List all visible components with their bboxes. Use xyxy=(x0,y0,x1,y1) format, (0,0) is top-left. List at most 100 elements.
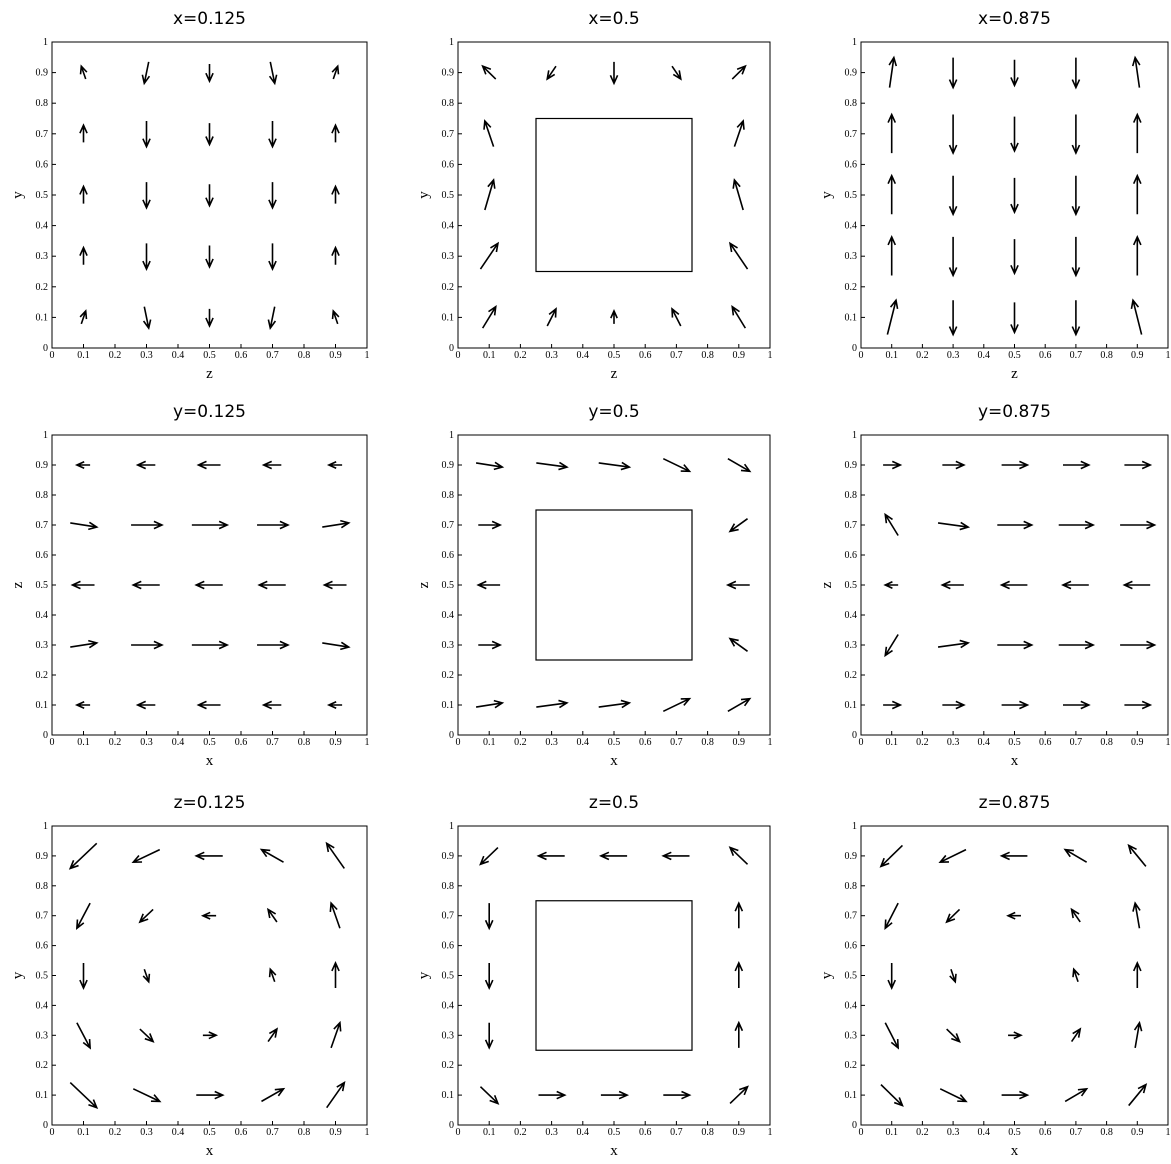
panel-title: y=0.125 xyxy=(173,402,246,422)
x-tick-label: 0.3 xyxy=(140,350,153,361)
y-tick-label: 0.7 xyxy=(442,129,455,140)
y-tick-label: 0.5 xyxy=(845,190,858,201)
y-tick-label: 0.1 xyxy=(442,312,455,323)
x-tick-label: 0.2 xyxy=(109,1127,122,1138)
x-tick-label: 0.6 xyxy=(1039,737,1052,748)
x-tick-label: 1 xyxy=(1166,737,1171,748)
y-tick-label: 0.7 xyxy=(845,520,858,531)
x-tick-label: 0.9 xyxy=(329,1127,342,1138)
x-tick-label: 1 xyxy=(768,737,773,748)
y-tick-label: 0.3 xyxy=(845,251,858,262)
y-tick-label: 0.9 xyxy=(845,851,858,862)
y-tick-label: 0.9 xyxy=(442,851,455,862)
y-tick-label: 0 xyxy=(43,343,48,354)
x-tick-label: 0.8 xyxy=(1100,737,1113,748)
panel-title: z=0.125 xyxy=(174,793,246,813)
y-tick-label: 0.5 xyxy=(845,580,858,591)
x-tick-label: 1 xyxy=(768,350,773,361)
x-tick-label: 0.3 xyxy=(947,1127,960,1138)
y-tick-label: 0.1 xyxy=(36,1090,49,1101)
y-tick-label: 1 xyxy=(852,430,857,441)
y-tick-label: 0.1 xyxy=(845,700,858,711)
x-tick-label: 0.3 xyxy=(947,350,960,361)
y-tick-label: 0.6 xyxy=(845,941,858,952)
plot-frame xyxy=(52,826,367,1125)
x-tick-label: 0.6 xyxy=(235,1127,248,1138)
y-tick-label: 0.6 xyxy=(36,941,49,952)
x-tick-label: 0 xyxy=(859,737,864,748)
x-tick-label: 0.2 xyxy=(514,350,527,361)
y-tick-label: 0.3 xyxy=(36,251,49,262)
y-tick-label: 0.5 xyxy=(442,190,455,201)
x-tick-label: 0.1 xyxy=(77,737,90,748)
y-tick-label: 0.4 xyxy=(36,610,49,621)
y-tick-label: 1 xyxy=(43,430,48,441)
y-tick-label: 0.7 xyxy=(36,520,49,531)
y-tick-label: 0.3 xyxy=(36,1030,49,1041)
y-tick-label: 0.8 xyxy=(36,98,49,109)
x-tick-label: 0.2 xyxy=(514,1127,527,1138)
y-tick-label: 0.3 xyxy=(845,640,858,651)
y-tick-label: 0.5 xyxy=(36,580,49,591)
y-tick-label: 0.9 xyxy=(36,460,49,471)
y-tick-label: 0.8 xyxy=(845,881,858,892)
x-tick-label: 1 xyxy=(365,737,370,748)
y-tick-label: 0.7 xyxy=(845,911,858,922)
x-tick-label: 0.1 xyxy=(483,737,496,748)
y-tick-label: 0 xyxy=(449,730,454,741)
x-tick-label: 0.9 xyxy=(733,737,746,748)
y-tick-label: 0.2 xyxy=(845,670,858,681)
x-tick-label: 0.2 xyxy=(916,1127,929,1138)
x-tick-label: 0.5 xyxy=(608,350,621,361)
x-tick-label: 0.5 xyxy=(608,1127,621,1138)
y-tick-label: 0.1 xyxy=(442,700,455,711)
y-tick-label: 0.4 xyxy=(845,221,858,232)
x-tick-label: 0 xyxy=(50,737,55,748)
y-tick-label: 0.3 xyxy=(845,1030,858,1041)
y-tick-label: 0.7 xyxy=(442,911,455,922)
x-tick-label: 0.8 xyxy=(298,350,311,361)
y-tick-label: 0.3 xyxy=(442,1030,455,1041)
y-tick-label: 1 xyxy=(43,821,48,832)
y-tick-label: 0.7 xyxy=(442,520,455,531)
x-tick-label: 0.4 xyxy=(978,350,991,361)
x-axis-label: x xyxy=(206,1143,214,1159)
x-tick-label: 0.3 xyxy=(545,737,558,748)
x-tick-label: 0.6 xyxy=(235,737,248,748)
x-tick-label: 0.1 xyxy=(77,1127,90,1138)
x-tick-label: 0.3 xyxy=(545,1127,558,1138)
y-axis-label: y xyxy=(416,191,432,199)
y-tick-label: 0.6 xyxy=(36,159,49,170)
y-tick-label: 0 xyxy=(852,730,857,741)
x-tick-label: 0.7 xyxy=(670,737,683,748)
y-tick-label: 0.5 xyxy=(442,580,455,591)
y-tick-label: 0.7 xyxy=(845,129,858,140)
x-tick-label: 0.9 xyxy=(733,1127,746,1138)
x-tick-label: 0.7 xyxy=(1070,1127,1083,1138)
y-axis-label: z xyxy=(819,581,835,588)
x-tick-label: 0.9 xyxy=(733,350,746,361)
x-tick-label: 0 xyxy=(859,350,864,361)
x-tick-label: 0.7 xyxy=(670,350,683,361)
x-tick-label: 0.6 xyxy=(1039,350,1052,361)
y-axis-label: z xyxy=(10,581,26,588)
y-tick-label: 0.7 xyxy=(36,911,49,922)
y-tick-label: 0.2 xyxy=(442,670,455,681)
x-tick-label: 0.4 xyxy=(172,1127,185,1138)
plot-frame xyxy=(861,826,1168,1125)
x-tick-label: 0.4 xyxy=(577,1127,590,1138)
x-tick-label: 0.9 xyxy=(329,350,342,361)
y-tick-label: 0.1 xyxy=(845,312,858,323)
x-tick-label: 0.7 xyxy=(266,1127,279,1138)
x-tick-label: 0.5 xyxy=(203,1127,216,1138)
y-tick-label: 1 xyxy=(852,37,857,48)
panel-title: z=0.5 xyxy=(589,793,639,813)
x-tick-label: 0.5 xyxy=(1008,737,1021,748)
y-tick-label: 0.6 xyxy=(442,159,455,170)
x-tick-label: 0.5 xyxy=(608,737,621,748)
figure: 0 0.1 0.2 0.3 0.4 0.5 0.6 0.7 0.8 0.9 1 0 0.1 0.2 0.3 0… xyxy=(0,0,1171,1164)
x-tick-label: 0.8 xyxy=(1100,1127,1113,1138)
y-tick-label: 0.4 xyxy=(442,221,455,232)
x-axis-label: z xyxy=(206,366,213,382)
y-tick-label: 0.5 xyxy=(36,971,49,982)
